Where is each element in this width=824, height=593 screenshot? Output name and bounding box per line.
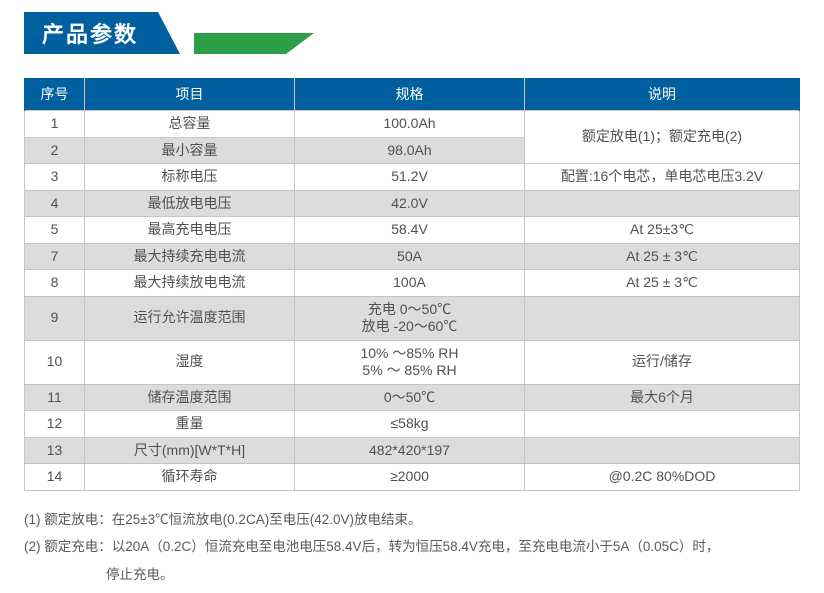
page-title: 产品参数 [42, 17, 138, 49]
cell-item: 最大持续放电电流 [85, 270, 295, 297]
cell-spec: 58.4V [295, 217, 525, 244]
cell-item: 最高充电电压 [85, 217, 295, 244]
cell-item: 循环寿命 [85, 464, 295, 491]
cell-note [525, 437, 800, 464]
cell-spec: 42.0V [295, 190, 525, 217]
cell-note: At 25 ± 3℃ [525, 243, 800, 270]
cell-item: 标称电压 [85, 164, 295, 191]
cell-item: 尺寸(mm)[W*T*H] [85, 437, 295, 464]
cell-item: 最大持续充电电流 [85, 243, 295, 270]
table-row: 3 标称电压 51.2V 配置:16个电芯，单电芯电压3.2V [25, 164, 800, 191]
cell-note: 最大6个月 [525, 384, 800, 411]
table-row: 13 尺寸(mm)[W*T*H] 482*420*197 [25, 437, 800, 464]
cell-item: 最低放电电压 [85, 190, 295, 217]
footnote-1: (1) 额定放电：在25±3℃恒流放电(0.2CA)至电压(42.0V)放电结束… [24, 507, 800, 533]
col-header-note: 说明 [525, 78, 800, 111]
cell-seq: 1 [25, 111, 85, 138]
cell-spec: 100A [295, 270, 525, 297]
table-row: 11 储存温度范围 0～50℃ 最大6个月 [25, 384, 800, 411]
cell-seq: 4 [25, 190, 85, 217]
cell-item: 湿度 [85, 340, 295, 384]
page: 产品参数 序号 项目 规格 说明 1 总容量 100.0Ah 额定放电(1)；额… [0, 0, 824, 587]
cell-spec: ≥2000 [295, 464, 525, 491]
table-row: 5 最高充电电压 58.4V At 25±3℃ [25, 217, 800, 244]
cell-seq: 8 [25, 270, 85, 297]
table-row: 9 运行允许温度范围 充电 0～50℃ 放电 -20～60℃ [25, 296, 800, 340]
table-row: 14 循环寿命 ≥2000 @0.2C 80%DOD [25, 464, 800, 491]
footnote-2b: 停止充电。 [24, 562, 800, 588]
cell-note: 配置:16个电芯，单电芯电压3.2V [525, 164, 800, 191]
cell-note: 运行/储存 [525, 340, 800, 384]
cell-spec: 10% ～85% RH 5% ～ 85% RH [295, 340, 525, 384]
cell-item: 储存温度范围 [85, 384, 295, 411]
cell-note-merged: 额定放电(1)；额定充电(2) [525, 111, 800, 164]
footnotes: (1) 额定放电：在25±3℃恒流放电(0.2CA)至电压(42.0V)放电结束… [24, 507, 800, 588]
cell-note [525, 411, 800, 438]
cell-seq: 5 [25, 217, 85, 244]
cell-seq: 13 [25, 437, 85, 464]
table-row: 8 最大持续放电电流 100A At 25 ± 3℃ [25, 270, 800, 297]
cell-seq: 2 [25, 137, 85, 164]
cell-note: @0.2C 80%DOD [525, 464, 800, 491]
cell-item: 运行允许温度范围 [85, 296, 295, 340]
table-row: 4 最低放电电压 42.0V [25, 190, 800, 217]
cell-spec: 100.0Ah [295, 111, 525, 138]
cell-seq: 7 [25, 243, 85, 270]
params-table: 序号 项目 规格 说明 1 总容量 100.0Ah 额定放电(1)；额定充电(2… [24, 78, 800, 491]
cell-seq: 14 [25, 464, 85, 491]
cell-seq: 3 [25, 164, 85, 191]
table-row: 1 总容量 100.0Ah 额定放电(1)；额定充电(2) [25, 111, 800, 138]
cell-item: 最小容量 [85, 137, 295, 164]
cell-spec: 50A [295, 243, 525, 270]
cell-spec: 0～50℃ [295, 384, 525, 411]
col-header-seq: 序号 [25, 78, 85, 111]
cell-note: At 25 ± 3℃ [525, 270, 800, 297]
cell-item: 重量 [85, 411, 295, 438]
footnote-2a: (2) 额定充电：以20A（0.2C）恒流充电至电池电压58.4V后，转为恒压5… [24, 534, 800, 560]
title-accent-blue: 产品参数 [24, 12, 180, 54]
cell-seq: 11 [25, 384, 85, 411]
col-header-spec: 规格 [295, 78, 525, 111]
col-header-item: 项目 [85, 78, 295, 111]
title-accent-green [194, 33, 314, 54]
cell-item: 总容量 [85, 111, 295, 138]
cell-spec: 充电 0～50℃ 放电 -20～60℃ [295, 296, 525, 340]
cell-spec: 98.0Ah [295, 137, 525, 164]
table-row: 7 最大持续充电电流 50A At 25 ± 3℃ [25, 243, 800, 270]
table-row: 10 湿度 10% ～85% RH 5% ～ 85% RH 运行/储存 [25, 340, 800, 384]
table-header-row: 序号 项目 规格 说明 [25, 78, 800, 111]
cell-spec: 482*420*197 [295, 437, 525, 464]
cell-seq: 12 [25, 411, 85, 438]
cell-note [525, 190, 800, 217]
cell-seq: 10 [25, 340, 85, 384]
cell-note: At 25±3℃ [525, 217, 800, 244]
cell-note [525, 296, 800, 340]
cell-spec: 51.2V [295, 164, 525, 191]
title-banner: 产品参数 [24, 12, 800, 54]
table-row: 12 重量 ≤58kg [25, 411, 800, 438]
cell-seq: 9 [25, 296, 85, 340]
cell-spec: ≤58kg [295, 411, 525, 438]
